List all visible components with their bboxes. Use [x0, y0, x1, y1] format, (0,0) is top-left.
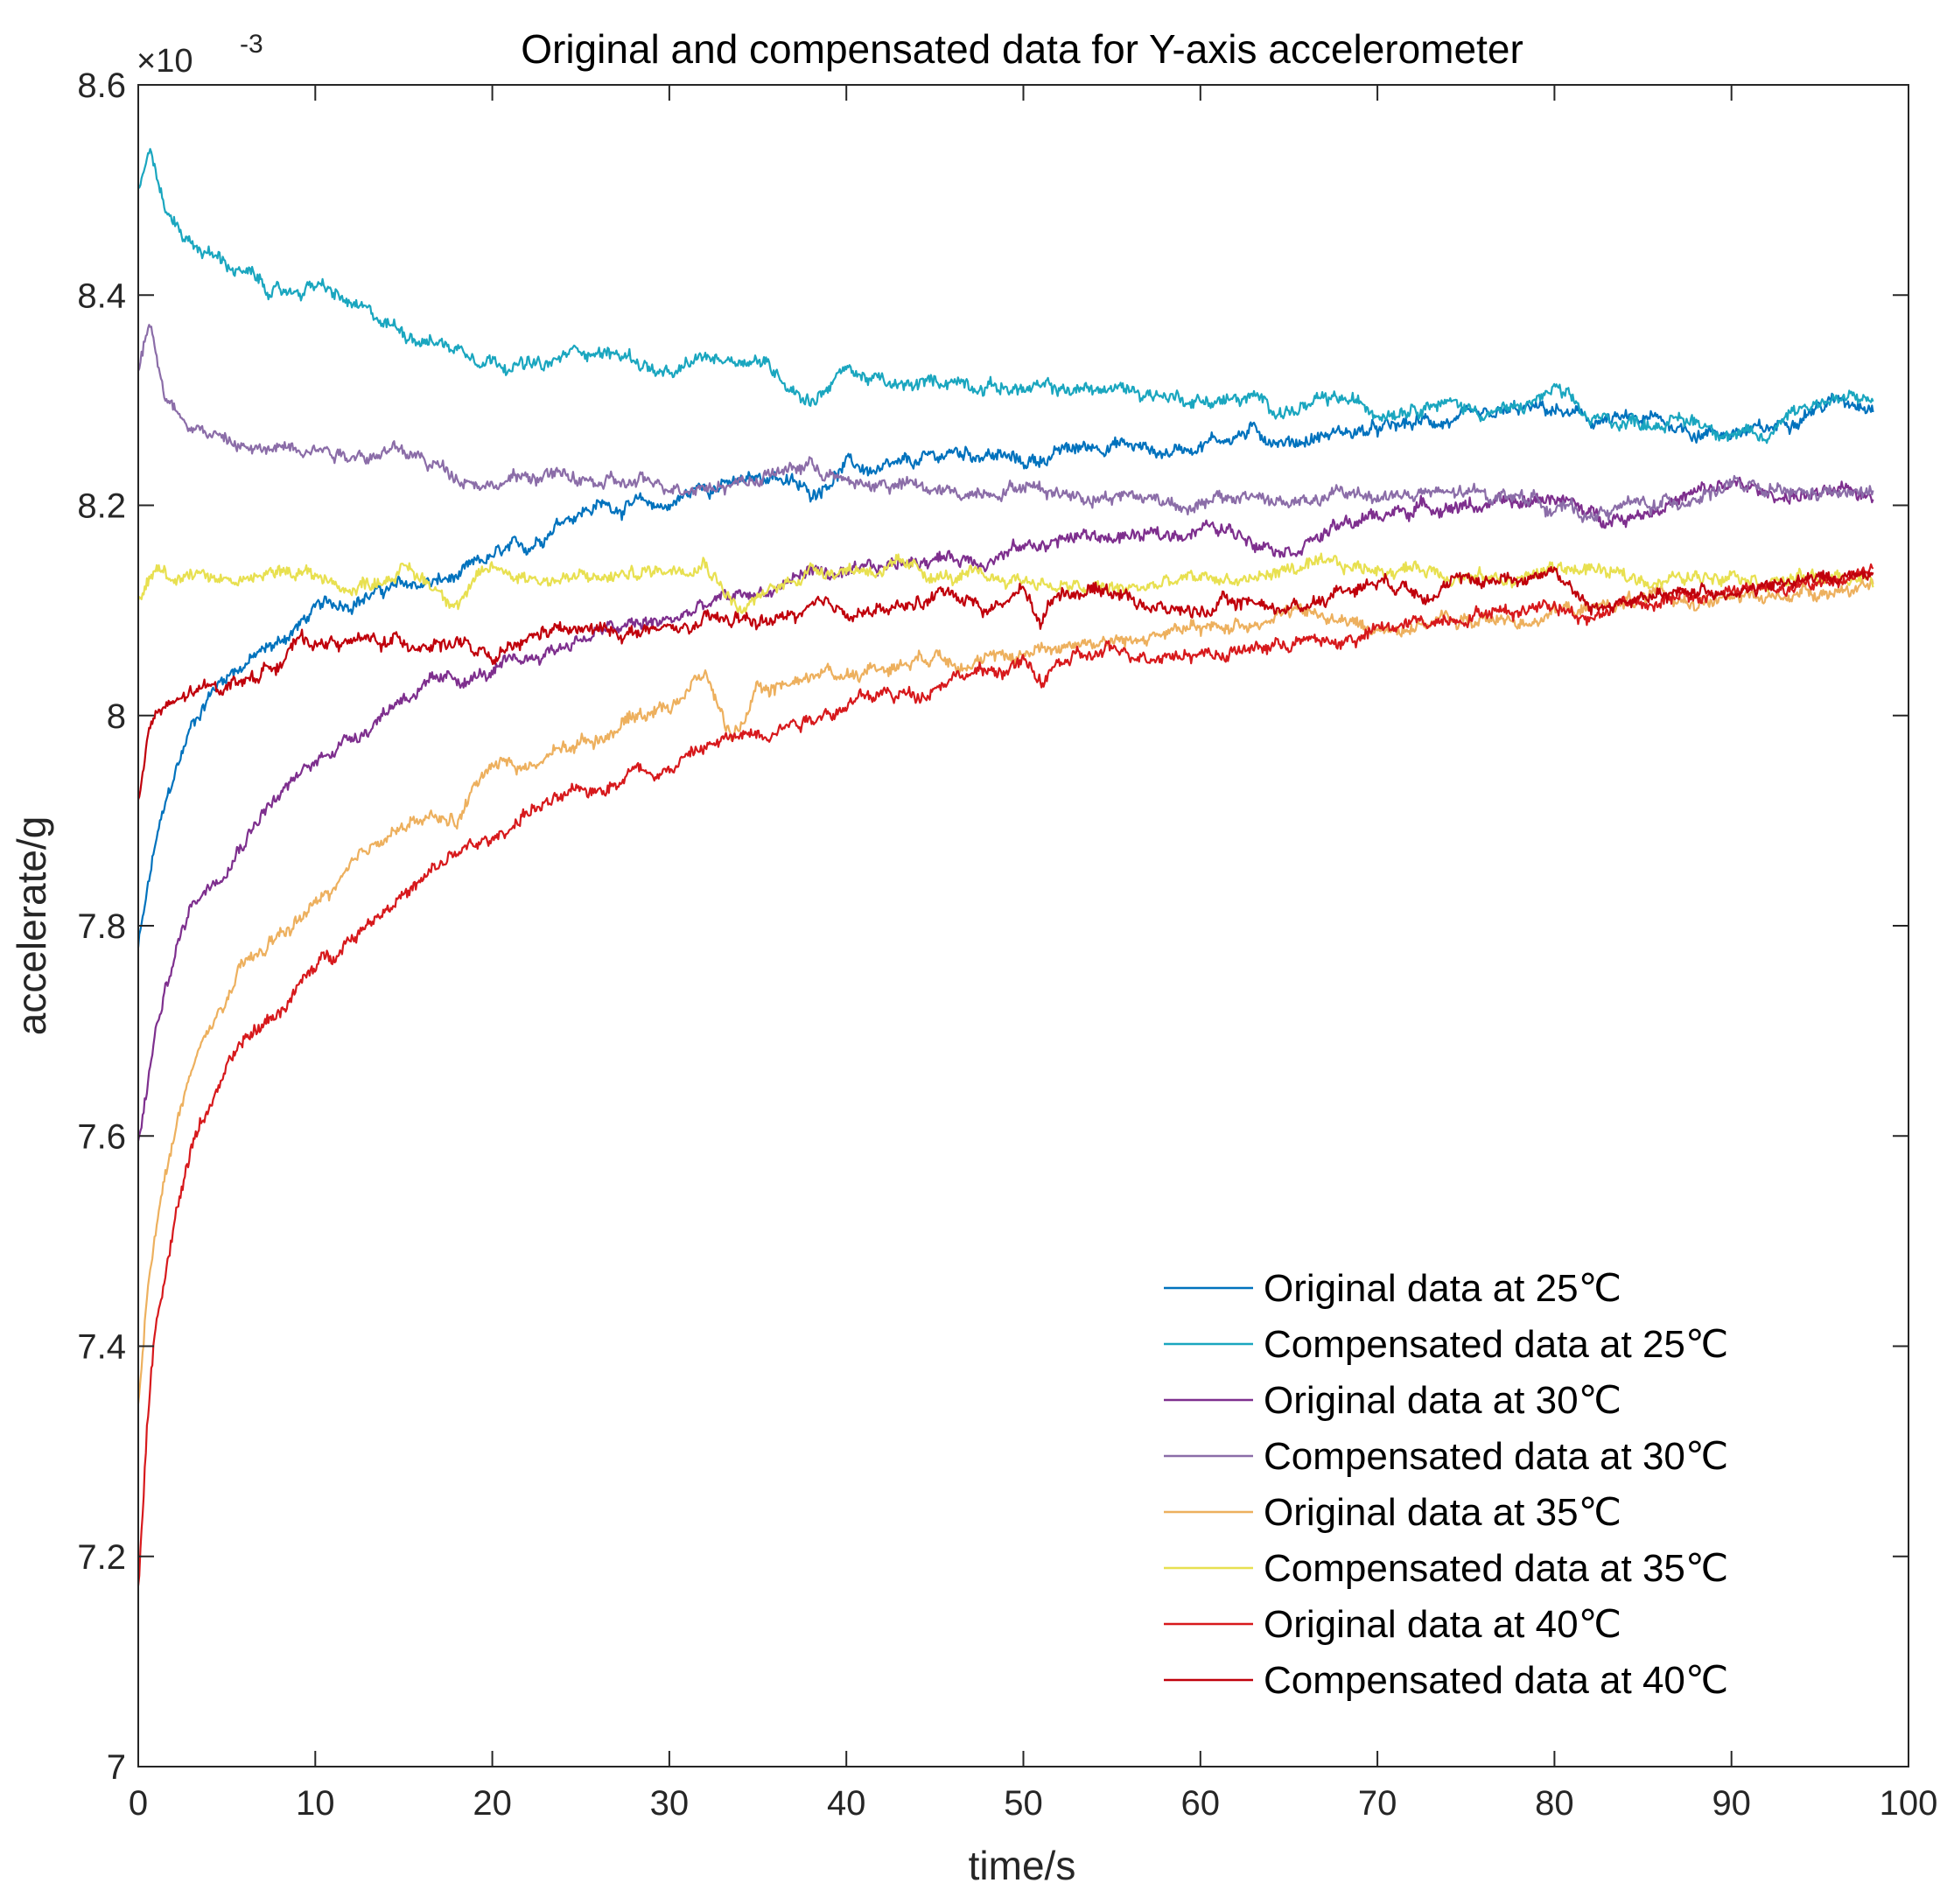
- series-line-2: [137, 148, 1874, 444]
- legend-label: Compensated data at 35℃: [1264, 1547, 1728, 1590]
- series-line-7: [137, 563, 1874, 1586]
- plot-area: [137, 148, 1874, 1586]
- legend-label: Compensated data at 40℃: [1264, 1659, 1728, 1702]
- y-axis: 7 7.2 7.4 7.6 7.8 8 8.2 8.4 8.6: [77, 66, 1908, 1787]
- x-tick-label: 20: [473, 1784, 512, 1823]
- legend-label: Original data at 35℃: [1264, 1491, 1621, 1534]
- y-tick-label: 8.4: [77, 276, 126, 315]
- y-tick-label: 7.8: [77, 907, 126, 946]
- chart-title: Original and compensated data for Y-axis…: [521, 26, 1523, 72]
- legend-label: Compensated data at 30℃: [1264, 1435, 1728, 1478]
- y-exponent-prefix: ×10: [137, 43, 193, 80]
- y-exponent-power: -3: [240, 30, 263, 59]
- x-axis-label: time/s: [969, 1843, 1076, 1888]
- series-line-8: [137, 565, 1874, 801]
- series-line-4: [137, 324, 1874, 523]
- x-tick-label: 10: [296, 1784, 335, 1823]
- x-tick-label: 80: [1535, 1784, 1574, 1823]
- x-tick-label: 50: [1004, 1784, 1043, 1823]
- x-axis: 0 10 20 30 40 50 60 70 80 90 100: [129, 85, 1938, 1823]
- y-tick-label: 7.6: [77, 1117, 126, 1156]
- y-axis-label: accelerate/g: [9, 816, 54, 1036]
- series-line-5: [137, 578, 1874, 1404]
- x-tick-label: 0: [129, 1784, 148, 1823]
- y-tick-label: 7.4: [77, 1328, 126, 1367]
- y-tick-label: 8.2: [77, 487, 126, 526]
- legend-label: Original data at 25℃: [1264, 1267, 1621, 1310]
- x-tick-label: 60: [1181, 1784, 1221, 1823]
- legend-label: Original data at 30℃: [1264, 1379, 1621, 1422]
- x-tick-label: 40: [827, 1784, 866, 1823]
- series-line-6: [137, 552, 1874, 614]
- legend-label: Compensated data at 25℃: [1264, 1323, 1728, 1366]
- y-exponent-label: ×10 -3: [137, 30, 263, 80]
- x-tick-label: 100: [1880, 1784, 1938, 1823]
- x-tick-label: 30: [650, 1784, 690, 1823]
- y-tick-label: 7: [107, 1748, 126, 1787]
- x-tick-label: 70: [1358, 1784, 1397, 1823]
- legend: Original data at 25℃ Compensated data at …: [1164, 1267, 1728, 1702]
- x-tick-label: 90: [1712, 1784, 1751, 1823]
- y-tick-label: 7.2: [77, 1538, 126, 1577]
- legend-label: Original data at 40℃: [1264, 1603, 1621, 1646]
- y-tick-label: 8.6: [77, 66, 126, 105]
- y-tick-label: 8: [107, 697, 126, 736]
